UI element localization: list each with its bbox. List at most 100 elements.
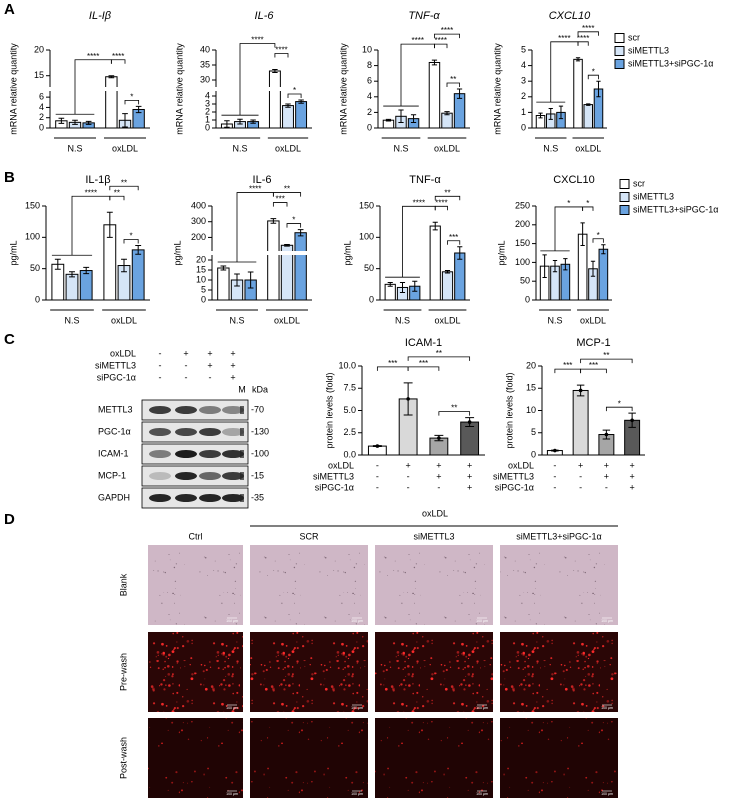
data-dot — [406, 397, 410, 401]
y-axis-label: pg/mL — [8, 240, 18, 265]
significance-bracket — [272, 192, 302, 197]
error-bar — [412, 280, 418, 292]
y-tick-label: 2 — [205, 106, 210, 116]
legend-swatch — [619, 192, 630, 202]
y-tick-label: 300 — [191, 216, 206, 226]
chart-title: ICAM-1 — [405, 337, 442, 349]
blot-band — [175, 406, 197, 414]
condition-sign: + — [405, 460, 410, 470]
micrograph — [250, 718, 368, 798]
bar — [268, 70, 281, 129]
treatment-name: siMETTL3 — [95, 360, 136, 370]
bar — [429, 225, 441, 301]
error-bar — [596, 80, 601, 98]
error-bar — [285, 103, 291, 108]
treatment-sign: - — [185, 360, 188, 370]
blot-band — [149, 472, 171, 480]
significance-bracket — [577, 41, 589, 46]
significance-label: **** — [251, 36, 263, 45]
y-tick-label: 2.5 — [343, 427, 356, 437]
blot-band — [199, 450, 221, 458]
bar — [131, 249, 145, 301]
significance-label: * — [130, 232, 133, 241]
x-tick-label: N.S — [232, 143, 247, 153]
condition-sign: - — [407, 482, 410, 492]
micrograph — [250, 545, 368, 625]
axis-break — [211, 87, 312, 91]
micrograph — [375, 545, 493, 625]
significance-label: **** — [441, 26, 453, 35]
data-dot — [604, 432, 609, 437]
blot-row-name: GAPDH — [98, 492, 130, 502]
micrograph — [375, 632, 493, 712]
treatment-sign: + — [230, 372, 235, 382]
marker-size: -130 — [251, 426, 269, 436]
y-tick-label: 15 — [526, 383, 536, 393]
y-tick-label: 50 — [364, 263, 374, 273]
data-dot — [630, 418, 634, 423]
condition-name: oxLDL — [508, 460, 534, 470]
blot-band — [222, 428, 244, 436]
chart-title: TNF-α — [409, 174, 441, 186]
blot-row-name: PGC-1α — [98, 426, 131, 436]
significance-label: **** — [413, 198, 425, 207]
legend-label: siMETTL3+siPGC-1α — [628, 58, 713, 68]
x-tick-label: N.S — [393, 143, 408, 153]
y-axis-label: pg/mL — [496, 240, 506, 265]
scale-bar-label: 100 μm — [226, 619, 238, 623]
bar — [441, 271, 454, 301]
condition-name: siPGC-1α — [495, 482, 534, 492]
bar — [583, 104, 594, 129]
column-label: siMETTL3+siPGC-1α — [516, 531, 601, 541]
significance-label: * — [586, 199, 589, 208]
chart-title: IL-6 — [255, 10, 275, 22]
y-tick-label: 4 — [39, 102, 44, 112]
y-tick-label: 10.0 — [338, 360, 356, 370]
error-bar — [601, 244, 606, 255]
y-tick-label: 15 — [196, 264, 206, 274]
scale-bar-label: 100 μm — [476, 792, 488, 796]
significance-label: ** — [121, 178, 127, 187]
condition-sign: - — [579, 482, 582, 492]
significance-bracket — [272, 202, 288, 207]
blot-band — [222, 406, 244, 414]
y-tick-label: 2 — [367, 107, 372, 117]
significance-label: * — [293, 86, 296, 95]
error-bar — [444, 111, 450, 116]
significance-label: * — [618, 399, 621, 408]
y-axis-label: mRNA relative quantity — [492, 43, 502, 135]
significance-bracket — [407, 356, 471, 361]
bar — [573, 58, 583, 129]
marker-band — [240, 428, 244, 436]
blot-band — [149, 450, 171, 458]
x-tick-label: N.S — [229, 315, 244, 325]
y-axis-label: mRNA relative quantity — [174, 43, 184, 135]
condition-sign: + — [604, 471, 609, 481]
significance-label: *** — [419, 359, 428, 368]
y-tick-label: 250 — [515, 200, 530, 210]
condition-sign: - — [437, 482, 440, 492]
error-bar — [457, 246, 463, 260]
x-tick-label: oxLDL — [434, 143, 460, 153]
panel-label: B — [4, 169, 15, 186]
error-bar — [590, 260, 596, 277]
error-bar — [135, 105, 142, 114]
condition-name: siPGC-1α — [315, 482, 354, 492]
y-tick-label: 2 — [39, 112, 44, 122]
significance-bracket — [582, 206, 594, 211]
chart-title: IL-Iβ — [89, 10, 112, 22]
y-tick-label: 200 — [515, 219, 530, 229]
error-bar — [444, 270, 451, 274]
condition-sign: - — [553, 460, 556, 470]
error-bar — [558, 105, 564, 120]
error-bar — [432, 221, 438, 231]
significance-bracket — [123, 239, 139, 244]
significance-bracket — [447, 240, 461, 245]
y-tick-label: 0 — [35, 294, 40, 304]
blot-row-name: MCP-1 — [98, 470, 126, 480]
significance-bracket — [407, 366, 440, 371]
marker-band — [240, 406, 244, 414]
y-tick-label: 10 — [526, 405, 536, 415]
row-label: Post-wash — [118, 737, 128, 779]
